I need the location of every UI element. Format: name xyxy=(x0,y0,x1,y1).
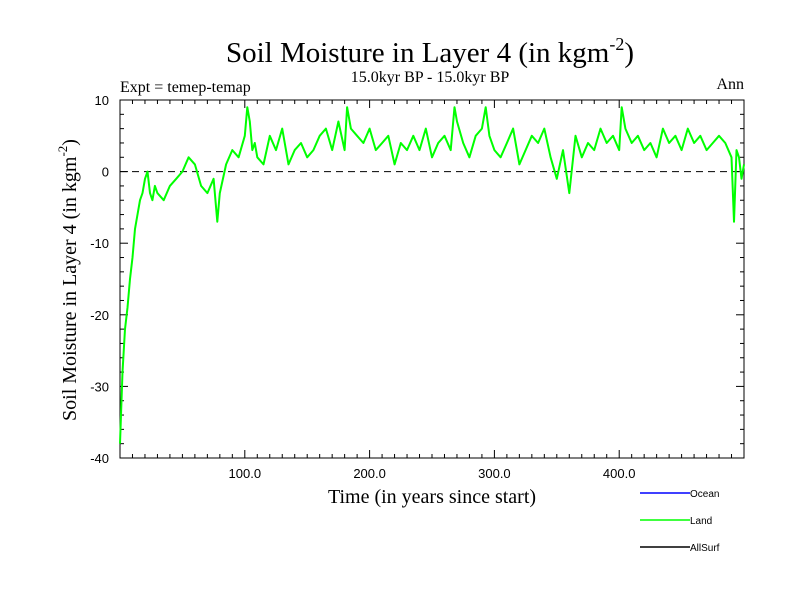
chart-title-superscript: -2 xyxy=(609,34,624,54)
y-tick-label: 10 xyxy=(95,93,109,108)
chart-subtitle: 15.0kyr BP - 15.0kyr BP xyxy=(351,69,510,86)
y-axis-label: Soil Moisture in Layer 4 (in kgm-2) xyxy=(55,139,81,421)
chart-title: Soil Moisture in Layer 4 (in kgm-2) xyxy=(226,34,634,69)
y-tick-label: -20 xyxy=(90,308,109,323)
x-axis-label: Time (in years since start) xyxy=(328,486,536,508)
x-tick-label: 100.0 xyxy=(229,466,262,481)
season-label: Ann xyxy=(716,76,744,93)
legend-label-land: Land xyxy=(690,516,712,527)
y-tick-label: 0 xyxy=(102,165,109,180)
x-axis: 100.0 200.0 300.0 400.0 xyxy=(131,100,733,481)
y-tick-label: -30 xyxy=(90,379,109,394)
x-tick-label: 400.0 xyxy=(603,466,636,481)
x-tick-label: 300.0 xyxy=(478,466,511,481)
y-tick-label: -10 xyxy=(90,236,109,251)
series-layer xyxy=(119,106,745,444)
legend: Ocean Land AllSurf xyxy=(640,489,720,554)
legend-label-allsurf: AllSurf xyxy=(690,543,720,554)
y-axis-label-superscript: -2 xyxy=(55,146,70,157)
legend-label-ocean: Ocean xyxy=(690,489,719,500)
y-tick-label: -40 xyxy=(90,451,109,466)
x-tick-label: 200.0 xyxy=(353,466,386,481)
experiment-label: Expt = temep-temap xyxy=(120,79,251,96)
series-line-land xyxy=(119,106,745,444)
